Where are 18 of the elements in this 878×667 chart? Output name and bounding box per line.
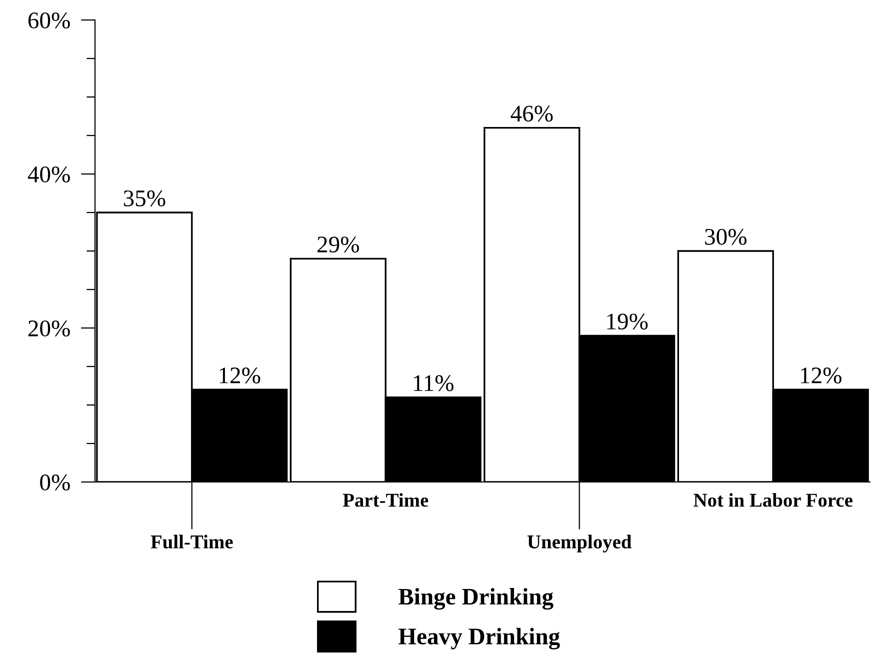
text: 30%	[705, 228, 746, 245]
x-tick-label: Part-Time	[342, 493, 428, 507]
text: 11%	[414, 375, 454, 392]
text: 29%	[318, 236, 359, 253]
text: 12%	[801, 367, 842, 384]
text: 19%	[607, 314, 648, 330]
x-tick-label: Unemployed	[527, 534, 632, 552]
y-tick-label: 20%	[28, 320, 70, 336]
text: 46%	[510, 106, 553, 122]
y-tick-label: 0%	[40, 474, 70, 490]
text: 12%	[220, 367, 260, 384]
x-tick-label: Full-Time	[150, 534, 233, 549]
legend-label: Heavy Drinking	[398, 628, 560, 650]
y-tick-label: 40%	[28, 166, 70, 182]
x-tick-label: Not in Labor Force	[694, 493, 852, 507]
text: 35%	[124, 190, 166, 206]
y-tick-label: 60%	[28, 12, 70, 28]
legend-label: Binge Drinking	[398, 588, 554, 610]
